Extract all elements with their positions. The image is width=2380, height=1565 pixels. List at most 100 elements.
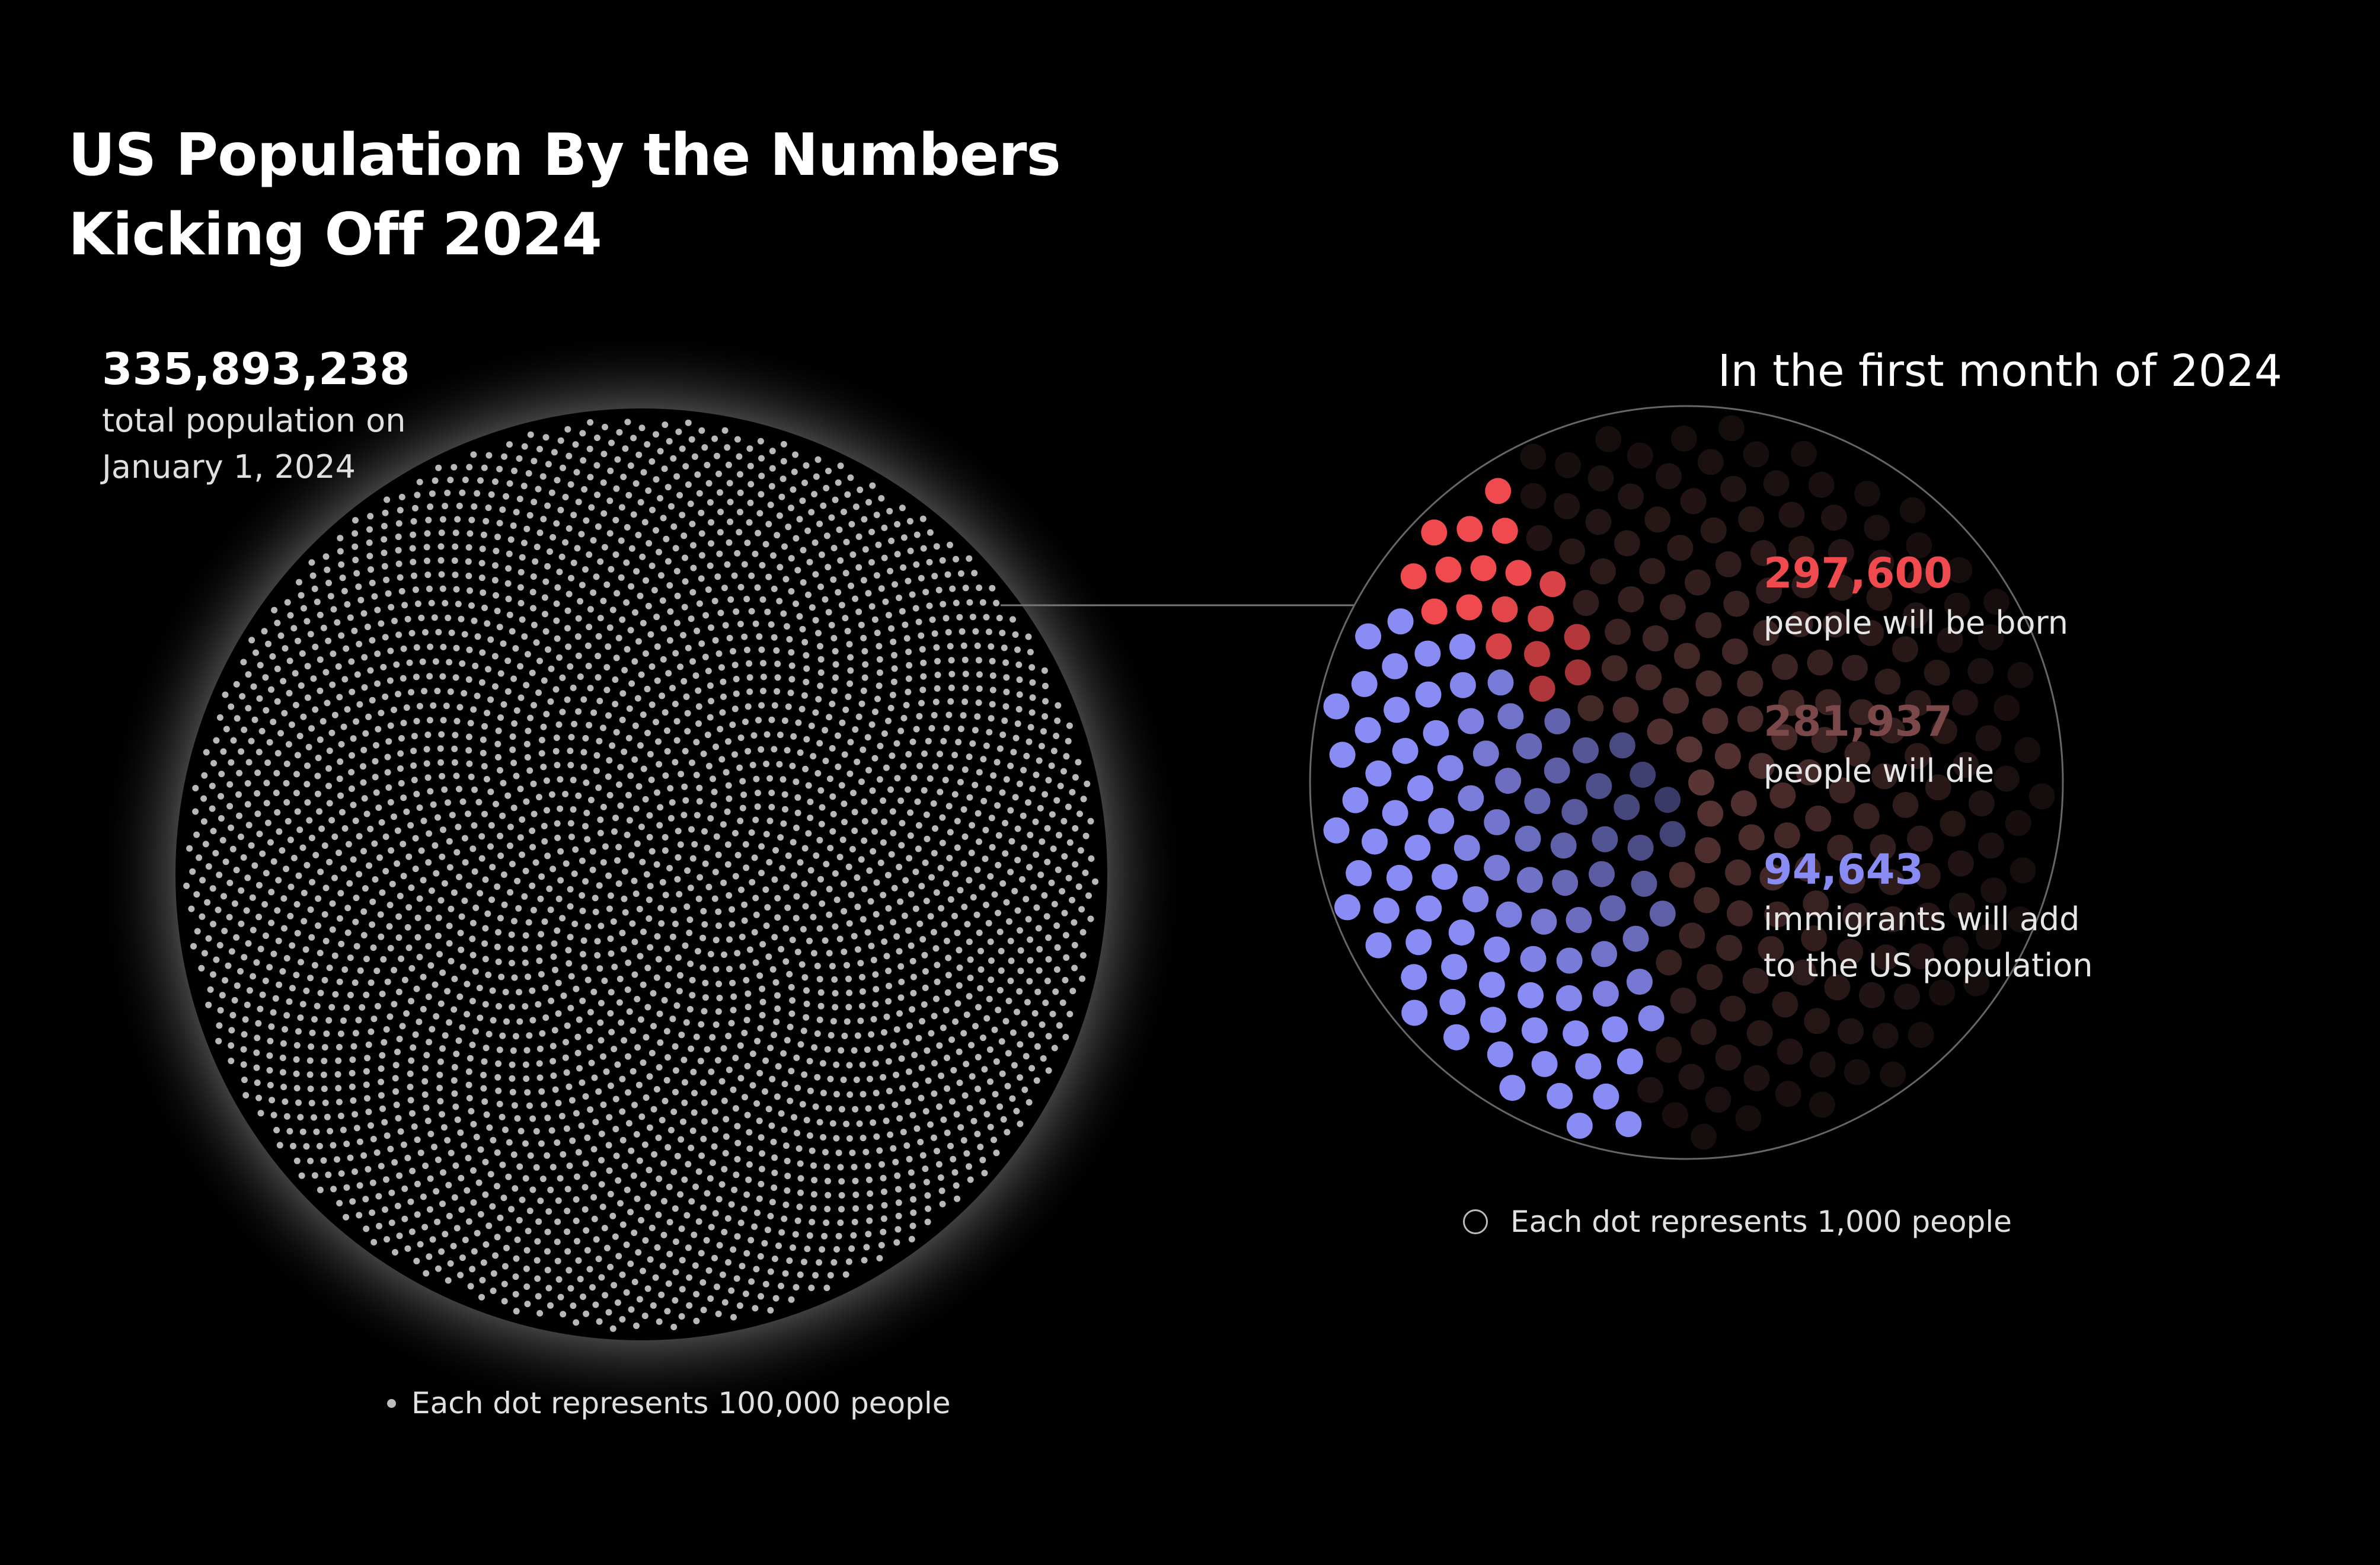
population-dot <box>711 435 718 442</box>
population-dot <box>270 1112 277 1119</box>
population-dot <box>512 1291 519 1298</box>
population-dot <box>1007 937 1014 944</box>
population-dot <box>892 1101 899 1109</box>
population-dot <box>395 934 402 941</box>
population-dot <box>1020 766 1027 774</box>
population-dot <box>758 1293 764 1300</box>
population-dot <box>414 491 421 499</box>
population-dot <box>851 809 858 816</box>
population-dot <box>832 923 839 930</box>
population-dot <box>865 1105 872 1112</box>
population-dot <box>827 1075 834 1082</box>
population-dot <box>771 746 778 753</box>
population-dot <box>366 862 372 869</box>
population-dot <box>545 461 552 468</box>
die-dot <box>2007 906 2033 932</box>
population-dot <box>838 1178 845 1185</box>
die-dot <box>1605 618 1631 645</box>
population-dot <box>745 1176 752 1183</box>
population-dot <box>683 693 690 700</box>
population-dot <box>847 739 854 746</box>
population-dot <box>665 982 671 989</box>
population-dot <box>348 769 355 776</box>
population-dot <box>868 528 875 535</box>
population-dot <box>347 1154 354 1161</box>
population-dot <box>466 1095 473 1101</box>
population-dot <box>817 682 824 689</box>
population-dot <box>775 1063 782 1070</box>
population-dot <box>306 1057 314 1064</box>
population-dot <box>816 1259 823 1266</box>
population-dot <box>841 819 848 826</box>
population-dot <box>664 727 670 734</box>
population-dot <box>307 906 314 913</box>
population-dot <box>544 1228 551 1235</box>
stat-born-value: 297,600 <box>1764 549 1953 598</box>
population-dot <box>1024 999 1031 1006</box>
population-dot <box>709 1034 716 1041</box>
population-dot <box>714 1283 720 1291</box>
population-dot <box>822 727 829 734</box>
population-dot <box>936 1042 943 1049</box>
population-dot <box>724 808 731 815</box>
population-dot <box>397 750 404 757</box>
population-dot <box>700 908 707 915</box>
population-dot <box>1078 906 1085 913</box>
population-dot <box>544 807 550 814</box>
population-dot <box>455 601 462 608</box>
population-dot <box>666 582 673 589</box>
population-dot <box>299 1128 306 1135</box>
population-dot <box>506 441 513 448</box>
population-dot <box>326 748 333 754</box>
population-dot <box>753 1100 761 1107</box>
population-dot <box>500 780 507 787</box>
population-dot <box>313 1128 320 1135</box>
population-dot <box>890 919 897 926</box>
population-dot <box>679 445 686 452</box>
population-dot <box>314 790 321 797</box>
population-dot <box>648 701 656 708</box>
population-dot <box>325 637 332 644</box>
population-dot <box>384 978 391 985</box>
population-dot <box>447 477 454 484</box>
population-dot <box>343 1184 350 1191</box>
population-dot <box>928 725 935 732</box>
population-dot <box>564 1186 571 1193</box>
population-dot <box>712 1210 719 1217</box>
population-dot <box>455 1037 462 1044</box>
population-dot <box>743 864 750 871</box>
die-dot <box>1595 426 1622 452</box>
population-dot <box>273 769 280 777</box>
population-dot <box>502 1126 509 1133</box>
population-dot <box>966 993 973 1000</box>
population-dot <box>296 579 302 586</box>
population-dot <box>267 1082 274 1088</box>
population-dot <box>650 990 657 997</box>
population-dot <box>1028 1065 1036 1072</box>
immigrants-dot <box>1346 860 1372 886</box>
die-dot <box>1839 867 1865 894</box>
population-dot <box>878 1103 885 1110</box>
population-dot <box>1059 999 1066 1006</box>
population-dot <box>485 972 492 978</box>
population-dot <box>385 784 392 791</box>
population-dot <box>756 1117 763 1125</box>
population-dot <box>1020 812 1027 819</box>
population-dot <box>210 828 217 835</box>
population-dot <box>532 558 539 565</box>
population-dot <box>624 524 631 531</box>
population-dot <box>570 560 577 566</box>
population-dot <box>490 1288 497 1294</box>
population-dot <box>647 750 654 758</box>
population-dot <box>1028 664 1036 671</box>
population-dot <box>700 750 707 758</box>
population-dot <box>896 595 902 601</box>
population-dot <box>749 1082 756 1089</box>
population-dot <box>304 781 311 788</box>
population-dot <box>752 620 759 627</box>
population-dot <box>352 517 359 524</box>
population-dot <box>745 990 752 997</box>
population-dot <box>858 856 865 863</box>
population-dot <box>695 1218 702 1225</box>
population-dot <box>857 960 864 967</box>
